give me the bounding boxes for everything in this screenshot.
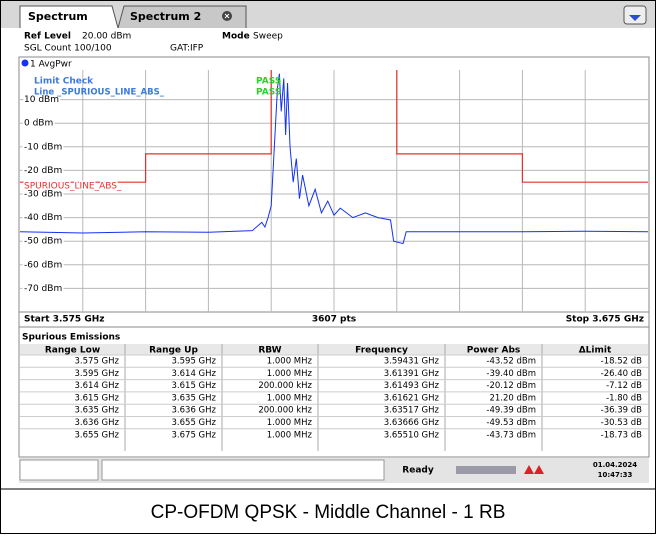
- gate: GAT:IFP: [170, 44, 204, 54]
- table-cell: -36.39 dB: [601, 406, 642, 416]
- x-start: Start 3.575 GHz: [24, 315, 105, 325]
- table-cell: 200.000 kHz: [258, 406, 312, 416]
- table-cell: 3.59431 GHz: [384, 357, 440, 367]
- y-tick-label: -20 dBm: [24, 166, 62, 176]
- table-cell: 3.655 GHz: [172, 418, 217, 428]
- status-icon: [524, 465, 544, 474]
- trace: [20, 73, 648, 245]
- table-title: Spurious Emissions: [22, 333, 120, 343]
- limit-check-title: Limit Check: [34, 77, 94, 87]
- table-cell: -1.80 dB: [606, 393, 642, 403]
- table-cell: 3.614 GHz: [172, 369, 217, 379]
- table-cell: 1.000 MHz: [267, 369, 313, 379]
- table-cell: 3.615 GHz: [75, 393, 120, 403]
- table-cell: -26.40 dB: [601, 369, 642, 379]
- table-cell: 3.675 GHz: [172, 430, 217, 440]
- mode-label: Mode: [222, 32, 250, 42]
- table-cell: 200.000 kHz: [258, 381, 312, 391]
- table-cell: 3.63666 GHz: [384, 418, 440, 428]
- table-cell: -43.73 dBm: [486, 430, 536, 440]
- status-field: [19, 459, 99, 481]
- y-tick-label: -70 dBm: [24, 284, 62, 294]
- table-cell: 3.655 GHz: [75, 430, 120, 440]
- column-header: Power Abs: [467, 346, 521, 356]
- table-cell: 3.614 GHz: [75, 381, 120, 391]
- trace-label: 1 AvgPwr: [30, 60, 72, 70]
- y-tick-label: 0 dBm: [24, 119, 53, 129]
- table-cell: 1.000 MHz: [267, 393, 313, 403]
- table-cell: 3.63517 GHz: [384, 406, 440, 416]
- ref-level-label: Ref Level: [24, 32, 71, 42]
- table-header-bg: [20, 344, 648, 355]
- table-cell: 3.65510 GHz: [384, 430, 440, 440]
- tab-label: Spectrum 2: [130, 10, 201, 23]
- table-cell: 3.636 GHz: [75, 418, 120, 428]
- status-field: [101, 459, 385, 481]
- limit-line-label: SPURIOUS_LINE_ABS_: [24, 182, 122, 192]
- column-header: Range Up: [149, 346, 198, 356]
- status-date: 01.04.2024: [593, 461, 637, 469]
- table-cell: 3.595 GHz: [75, 369, 120, 379]
- table-cell: 3.636 GHz: [172, 406, 217, 416]
- table-cell: 3.595 GHz: [172, 357, 217, 367]
- column-header: ΔLimit: [579, 346, 612, 356]
- table-cell: 3.615 GHz: [172, 381, 217, 391]
- sweep-count: SGL Count 100/100: [24, 44, 112, 54]
- table-cell: 3.635 GHz: [75, 406, 120, 416]
- table-cell: 3.61493 GHz: [384, 381, 440, 391]
- table-cell: 3.635 GHz: [172, 393, 217, 403]
- column-header: Frequency: [355, 346, 408, 356]
- table-cell: 1.000 MHz: [267, 357, 313, 367]
- y-tick-label: -40 dBm: [24, 213, 62, 223]
- table-cell: -18.73 dB: [601, 430, 642, 440]
- table-cell: -20.12 dBm: [486, 381, 536, 391]
- status-state: Ready: [402, 466, 434, 476]
- table-cell: -7.12 dB: [606, 381, 642, 391]
- table-cell: 1.000 MHz: [267, 418, 313, 428]
- tab-active[interactable]: [19, 5, 119, 29]
- menu-arrow: [629, 15, 641, 21]
- limit-check-result: PASS: [256, 77, 281, 87]
- limit-line-name: Line _SPURIOUS_LINE_ABS_: [34, 88, 165, 98]
- limit-line: [20, 70, 648, 183]
- table-cell: -39.40 dBm: [486, 369, 536, 379]
- trace-dot: [21, 59, 29, 67]
- y-tick-label: 10 dBm: [24, 95, 59, 105]
- table-cell: 3.575 GHz: [75, 357, 120, 367]
- status-time: 10:47:33: [598, 471, 633, 479]
- mode: Sweep: [253, 32, 283, 42]
- close-icon-x: [224, 13, 230, 19]
- table-cell: -49.53 dBm: [486, 418, 536, 428]
- table-cell: 3.61391 GHz: [384, 369, 440, 379]
- table-cell: 1.000 MHz: [267, 430, 313, 440]
- table-cell: -30.53 dB: [601, 418, 642, 428]
- column-header: RBW: [258, 346, 281, 356]
- table-cell: 3.61621 GHz: [384, 393, 440, 403]
- table-cell: -49.39 dBm: [486, 406, 536, 416]
- tab[interactable]: [117, 5, 247, 29]
- table-cell: -18.52 dB: [601, 357, 642, 367]
- progress-bar: [456, 466, 516, 474]
- tab-label: Spectrum: [28, 10, 88, 23]
- sweep-points: 3607 pts: [312, 315, 356, 325]
- table-cell: 21.20 dBm: [489, 393, 536, 403]
- y-tick-label: -30 dBm: [24, 190, 62, 200]
- caption: CP-OFDM QPSK - Middle Channel - 1 RB: [151, 502, 506, 523]
- y-tick-label: -10 dBm: [24, 142, 62, 152]
- y-tick-label: -50 dBm: [24, 237, 62, 247]
- limit-line-result: PASS: [256, 88, 281, 98]
- ref-level: 20.00 dBm: [82, 32, 131, 42]
- table-cell: -43.52 dBm: [486, 357, 536, 367]
- y-tick-label: -60 dBm: [24, 260, 62, 270]
- x-stop: Stop 3.675 GHz: [566, 315, 644, 325]
- column-header: Range Low: [45, 346, 100, 356]
